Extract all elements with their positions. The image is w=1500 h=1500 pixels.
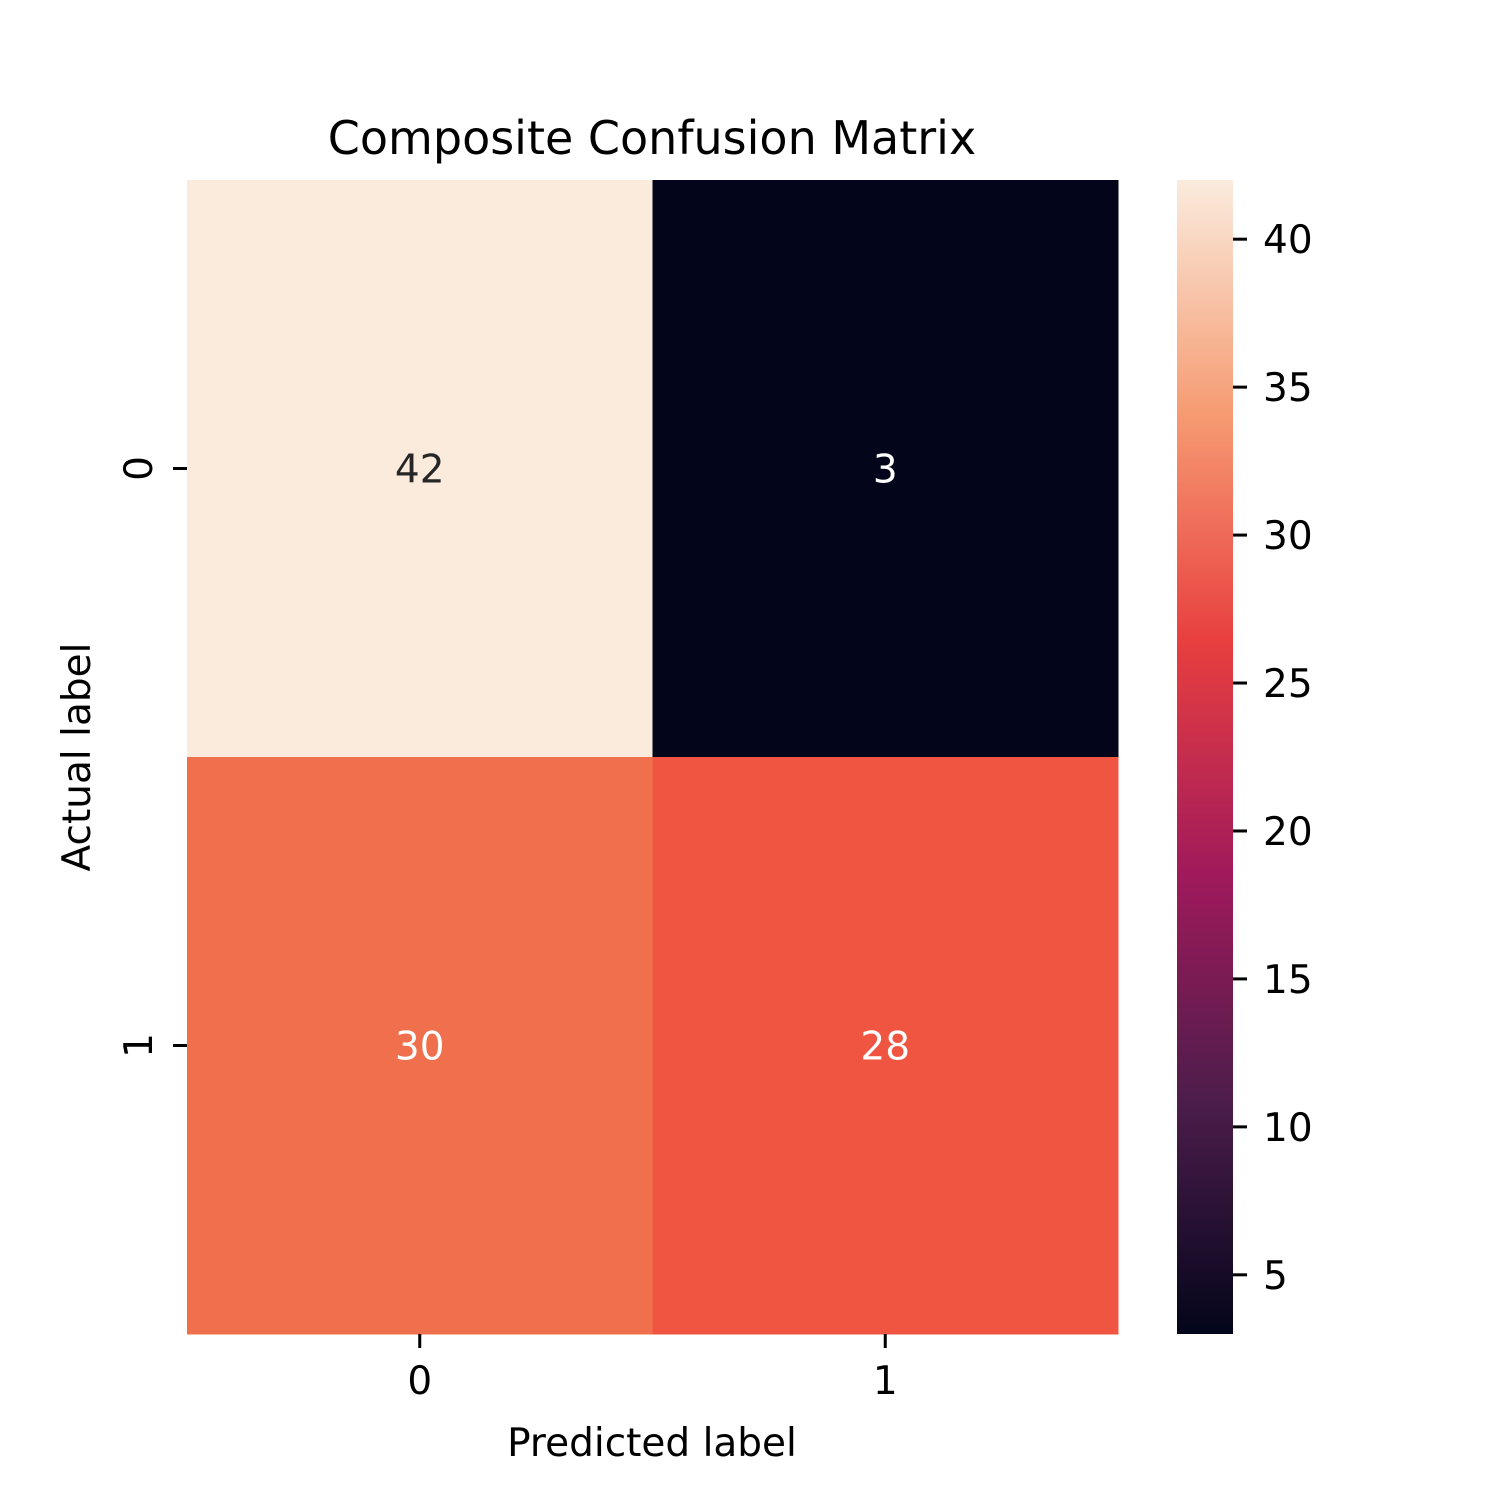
cell-value-r1-c1: 28	[860, 1025, 910, 1070]
heatmap-cell-r0-c0	[187, 180, 653, 758]
cell-value-r0-c0: 42	[395, 448, 445, 493]
colorbar-tick-label: 10	[1263, 1106, 1313, 1151]
colorbar-tick-label: 20	[1263, 810, 1313, 855]
x-tick-label: 1	[873, 1359, 898, 1404]
x-tick-label: 0	[407, 1359, 432, 1404]
heatmap-cell-r0-c1	[652, 180, 1119, 758]
colorbar	[1177, 180, 1233, 1334]
cell-value-r1-c0: 30	[395, 1025, 445, 1070]
y-tick-label: 0	[117, 456, 162, 481]
x-axis-label: Predicted label	[507, 1421, 797, 1466]
cell-value-r0-c1: 3	[873, 448, 898, 493]
heatmap-cells	[187, 180, 1119, 1335]
colorbar-ticks: 5 10 15 20 25 30 35 40	[1233, 218, 1313, 1299]
colorbar-tick-label: 30	[1263, 514, 1313, 559]
heatmap-cell-r1-c0	[187, 757, 653, 1335]
y-tick-label: 1	[117, 1033, 162, 1058]
chart-title: Composite Confusion Matrix	[328, 111, 976, 165]
colorbar-tick-label: 25	[1263, 662, 1313, 707]
colorbar-tick-label: 5	[1263, 1254, 1288, 1299]
colorbar-tick-label: 15	[1263, 958, 1313, 1003]
heatmap-cell-labels: 42 3 30 28	[395, 448, 910, 1070]
heatmap-cell-r1-c1	[652, 757, 1119, 1335]
y-axis-label: Actual label	[55, 643, 100, 872]
y-axis-ticks: 01	[117, 456, 187, 1058]
colorbar-tick-label: 35	[1263, 366, 1313, 411]
colorbar-tick-label: 40	[1263, 218, 1313, 263]
